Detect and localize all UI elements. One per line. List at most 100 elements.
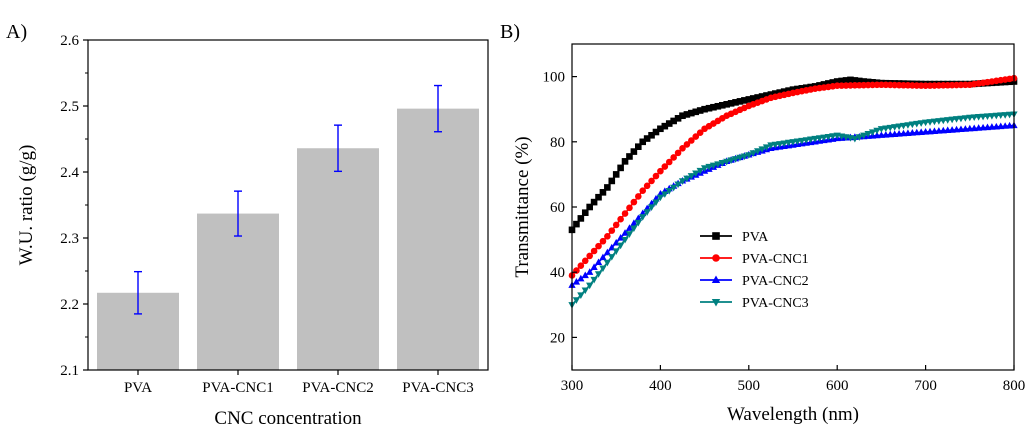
legend-marker <box>711 298 721 307</box>
data-point-marker <box>921 119 930 127</box>
data-point-marker <box>754 94 761 101</box>
data-point-marker <box>652 172 660 180</box>
data-point-marker <box>603 259 611 267</box>
x-tick-label: 400 <box>649 378 672 394</box>
data-point-marker <box>935 118 943 125</box>
x-tick-label: 600 <box>826 378 849 394</box>
data-point-marker <box>939 117 947 125</box>
data-point-marker <box>926 119 934 126</box>
data-point-marker <box>612 221 620 229</box>
data-point-marker <box>617 164 624 172</box>
data-point-marker <box>670 154 677 161</box>
legend-marker <box>712 254 720 262</box>
data-point-marker <box>573 220 580 228</box>
data-point-marker <box>639 138 647 146</box>
data-point-marker <box>851 77 859 84</box>
data-point-marker <box>603 248 611 256</box>
y-tick-label: 40 <box>550 265 565 281</box>
data-point-marker <box>842 77 850 84</box>
data-point-marker <box>625 231 634 238</box>
data-point-marker <box>674 181 682 189</box>
data-point-marker <box>829 79 837 86</box>
data-point-marker <box>621 236 629 244</box>
data-point-marker <box>899 122 908 130</box>
data-point-marker <box>665 188 673 195</box>
data-point-marker <box>705 163 713 171</box>
data-point-marker <box>581 287 589 295</box>
data-point-marker <box>683 141 691 148</box>
data-point-marker <box>700 165 709 172</box>
data-point-marker <box>988 113 996 120</box>
data-point-marker <box>612 248 620 255</box>
data-point-marker <box>594 258 603 266</box>
data-point-marker <box>683 111 691 118</box>
x-tick-label: PVA <box>124 380 152 396</box>
panel-a-x-axis-title: CNC concentration <box>214 408 362 429</box>
data-point-marker <box>657 167 664 175</box>
data-point-marker <box>917 120 925 127</box>
data-point-marker <box>665 158 673 166</box>
bar-pva-cnc2 <box>297 148 379 370</box>
data-point-marker <box>997 112 1005 120</box>
data-point-marker <box>648 177 655 185</box>
data-point-marker <box>604 233 611 240</box>
data-point-marker <box>626 204 633 212</box>
data-point-marker <box>736 154 744 162</box>
panel-a-letter: A) <box>6 21 27 43</box>
data-point-marker <box>802 137 810 144</box>
data-point-marker <box>873 127 881 135</box>
data-point-marker <box>639 187 647 194</box>
x-tick-label: PVA-CNC1 <box>202 380 273 396</box>
data-point-marker <box>723 158 731 166</box>
data-point-marker <box>1005 111 1014 119</box>
data-point-marker <box>599 189 607 196</box>
data-point-marker <box>692 133 700 140</box>
y-tick-label: 20 <box>550 330 565 346</box>
data-point-marker <box>608 254 616 261</box>
data-point-marker <box>577 215 585 222</box>
data-point-marker <box>710 103 717 111</box>
data-point-marker <box>745 96 753 103</box>
data-point-marker <box>904 122 912 129</box>
data-point-marker <box>983 113 992 121</box>
data-point-marker <box>798 137 806 145</box>
data-point-marker <box>630 219 638 226</box>
x-tick-label: PVA-CNC2 <box>302 380 373 396</box>
data-point-marker <box>648 131 655 139</box>
data-point-marker <box>944 117 952 124</box>
data-point-marker <box>891 124 899 131</box>
data-point-marker <box>723 101 730 108</box>
legend-marker <box>712 232 720 240</box>
data-point-marker <box>780 140 788 148</box>
data-point-marker <box>617 215 624 223</box>
data-point-marker <box>992 112 1000 120</box>
data-point-marker <box>652 128 660 136</box>
data-point-marker <box>784 139 793 147</box>
data-point-marker <box>608 227 616 234</box>
data-point-marker <box>687 173 695 180</box>
data-point-marker <box>656 194 665 202</box>
data-point-marker <box>643 182 651 190</box>
data-point-marker <box>740 153 749 161</box>
legend-marker <box>711 275 721 284</box>
legend-item-pva-cnc3: PVA-CNC3 <box>700 296 809 311</box>
data-point-marker <box>678 178 687 185</box>
data-point-marker <box>732 99 739 106</box>
data-point-marker <box>975 114 983 121</box>
panel-a-y-axis-title: W.U. ratio (g/g) <box>16 145 37 266</box>
data-point-marker <box>815 135 824 142</box>
data-point-marker <box>758 146 766 153</box>
data-point-marker <box>966 114 974 122</box>
data-point-marker <box>674 115 682 122</box>
error-bar-pva-cnc1 <box>234 190 242 237</box>
panel-a-plot-frame <box>87 39 489 371</box>
data-point-marker <box>696 107 704 114</box>
panel-b-legend: PVA PVA-CNC1 PVA-CNC2 PVA-CNC3 <box>700 230 809 311</box>
data-point-marker <box>855 134 863 141</box>
data-point-marker <box>625 224 634 231</box>
data-point-marker <box>657 125 664 133</box>
data-point-marker <box>864 131 872 138</box>
y-tick-label: 2.1 <box>60 363 79 379</box>
data-point-marker <box>661 163 669 170</box>
data-point-marker <box>745 152 753 159</box>
